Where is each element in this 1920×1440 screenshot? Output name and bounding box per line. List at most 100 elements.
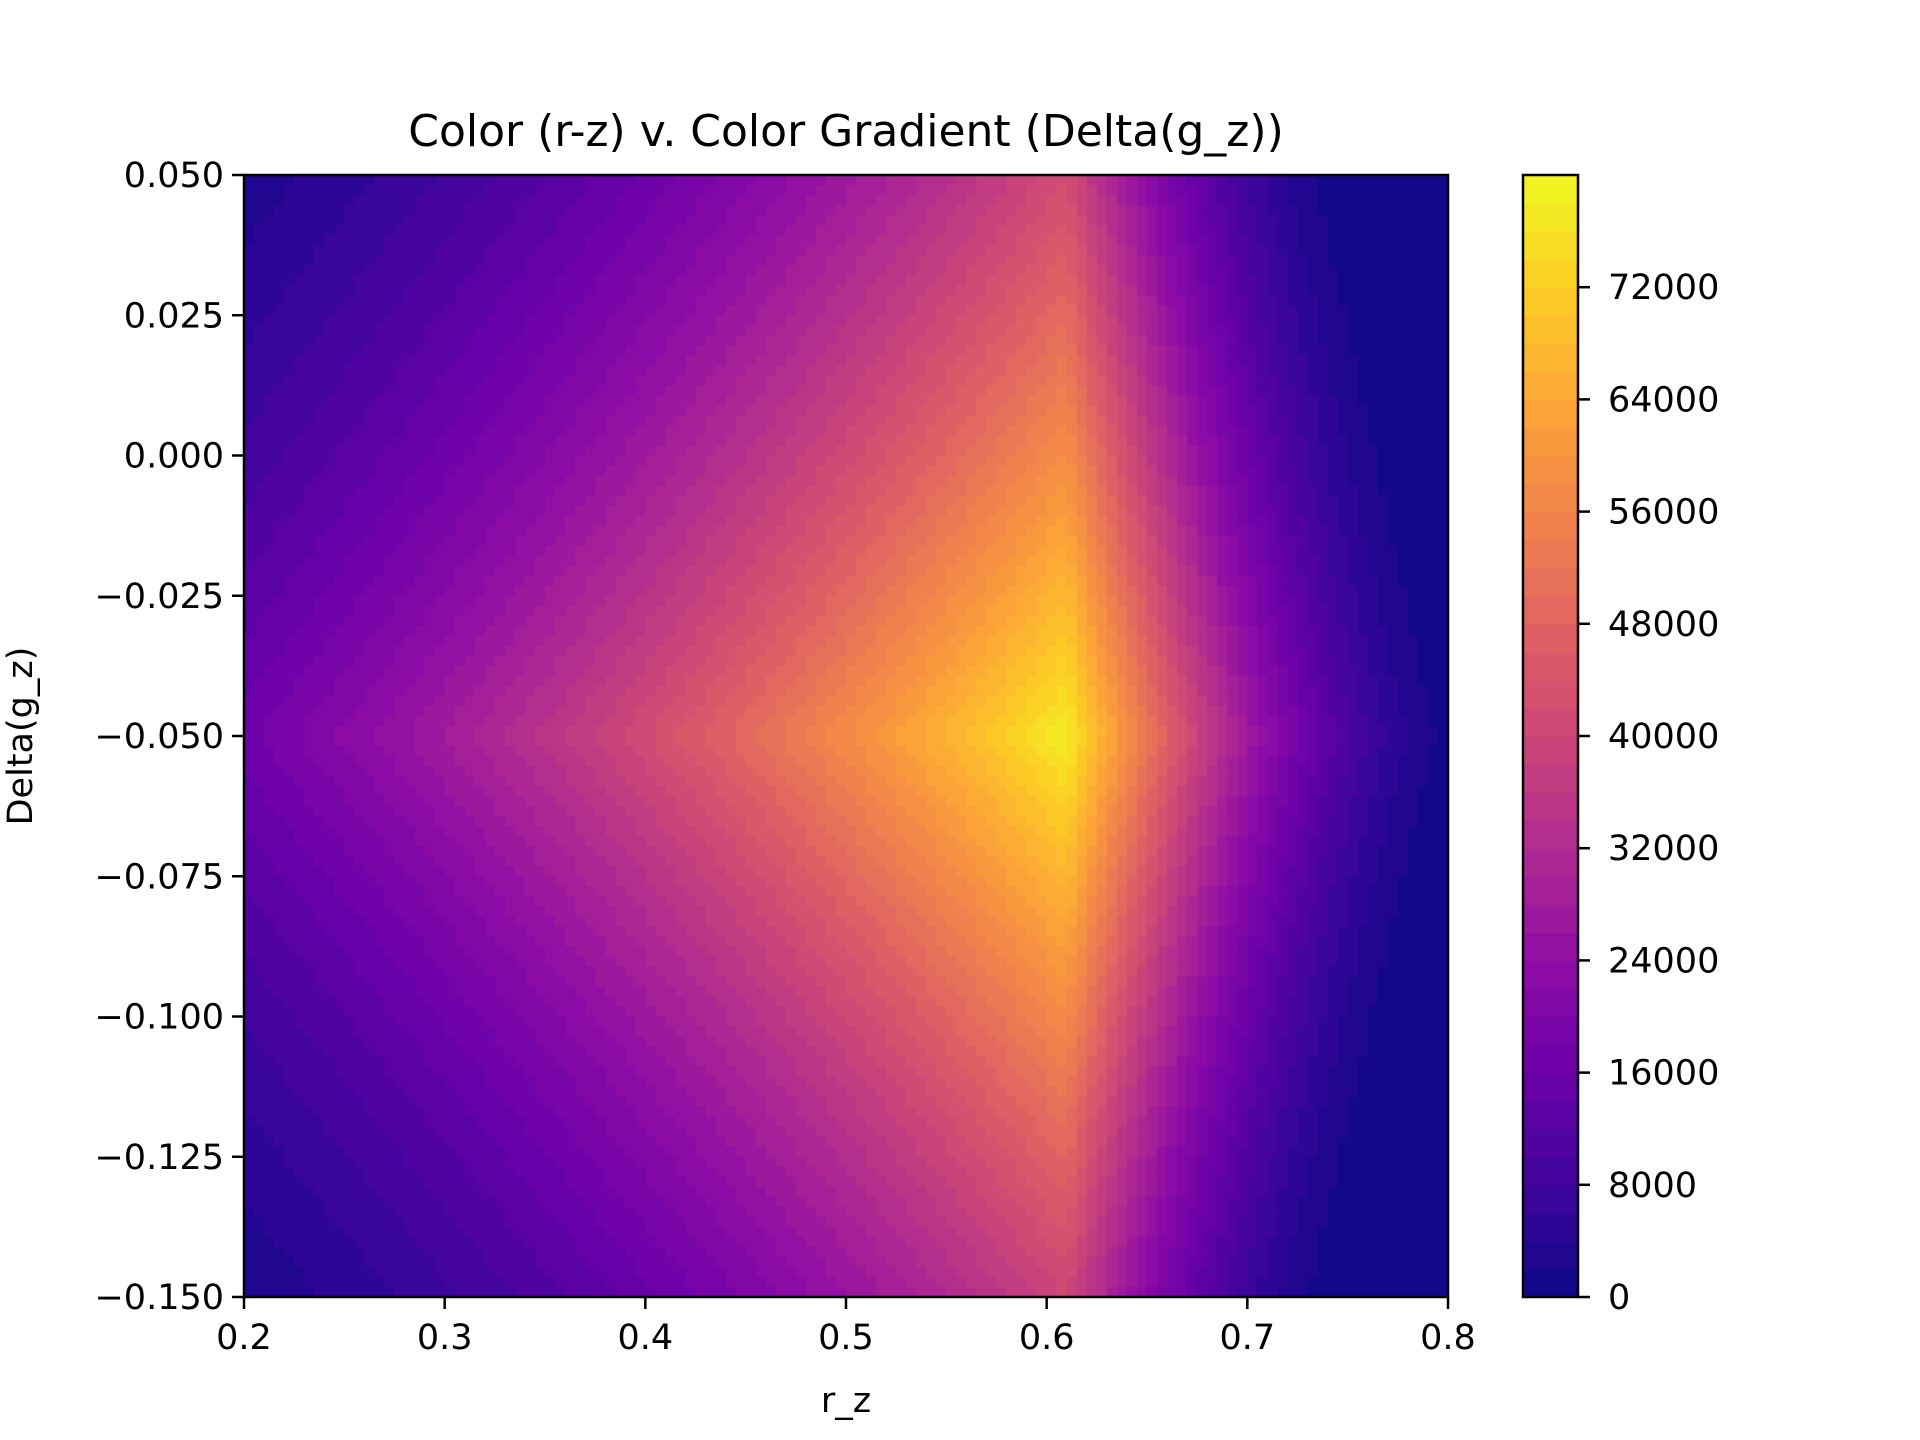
heatmap-cell xyxy=(404,295,416,307)
heatmap-cell xyxy=(1227,385,1239,397)
heatmap-cell xyxy=(494,505,506,517)
heatmap-cell xyxy=(1267,415,1279,427)
heatmap-cell xyxy=(1327,515,1339,527)
heatmap-cell xyxy=(1387,215,1399,226)
heatmap-cell xyxy=(1066,345,1078,357)
heatmap-cell xyxy=(284,185,295,196)
heatmap-cell xyxy=(715,515,727,527)
heatmap-cell xyxy=(274,195,285,206)
heatmap-cell xyxy=(795,415,807,427)
heatmap-cell xyxy=(394,505,406,517)
heatmap-cell xyxy=(1116,575,1128,587)
heatmap-cell xyxy=(1197,255,1208,266)
heatmap-cell xyxy=(1437,495,1448,507)
heatmap-cell xyxy=(585,365,596,377)
heatmap-cell xyxy=(1116,315,1128,327)
heatmap-cell xyxy=(1197,345,1208,357)
heatmap-cell xyxy=(815,555,827,567)
heatmap-cell xyxy=(1337,435,1349,447)
heatmap-cell xyxy=(404,545,416,557)
heatmap-cell xyxy=(585,195,596,206)
heatmap-cell xyxy=(284,445,295,457)
heatmap-cell xyxy=(1387,305,1399,317)
heatmap-cell xyxy=(846,205,857,216)
heatmap-cell xyxy=(675,365,687,377)
heatmap-cell xyxy=(1136,475,1148,487)
heatmap-cell xyxy=(394,305,406,317)
heatmap-cell xyxy=(1147,475,1158,487)
heatmap-cell xyxy=(1056,225,1068,236)
heatmap-cell xyxy=(1006,205,1018,216)
heatmap-cell xyxy=(1317,175,1329,186)
heatmap-cell xyxy=(354,355,366,367)
heatmap-cell xyxy=(364,305,376,317)
heatmap-cell xyxy=(1167,435,1178,447)
heatmap-cell xyxy=(284,375,295,387)
heatmap-cell xyxy=(1357,425,1369,437)
heatmap-cell xyxy=(1046,205,1058,216)
heatmap-cell xyxy=(1167,265,1178,276)
heatmap-cell xyxy=(444,195,456,206)
heatmap-cell xyxy=(595,295,606,307)
heatmap-cell xyxy=(1247,565,1259,577)
heatmap-cell xyxy=(1187,515,1198,527)
heatmap-cell xyxy=(1056,565,1068,577)
heatmap-cell xyxy=(1157,185,1168,196)
heatmap-cell xyxy=(1247,525,1259,537)
heatmap-cell xyxy=(1136,465,1148,477)
heatmap-cell xyxy=(1227,485,1239,497)
heatmap-cell xyxy=(926,505,938,517)
heatmap-cell xyxy=(655,385,667,397)
heatmap-cell xyxy=(1086,325,1098,337)
heatmap-cell xyxy=(1086,345,1098,357)
heatmap-cell xyxy=(575,265,586,276)
heatmap-cell xyxy=(866,335,877,347)
heatmap-cell xyxy=(1147,375,1158,387)
heatmap-cell xyxy=(1026,435,1038,447)
heatmap-cell xyxy=(464,575,476,587)
heatmap-cell xyxy=(625,255,637,266)
heatmap-cell xyxy=(524,175,536,186)
heatmap-cell xyxy=(715,525,727,537)
heatmap-cell xyxy=(494,265,506,276)
heatmap-cell xyxy=(1367,185,1379,196)
heatmap-cell xyxy=(1116,295,1128,307)
heatmap-cell xyxy=(635,255,647,266)
heatmap-cell xyxy=(555,545,566,557)
heatmap-cell xyxy=(374,305,386,317)
heatmap-cell xyxy=(986,475,998,487)
heatmap-cell xyxy=(846,465,857,477)
heatmap-cell xyxy=(1387,355,1399,367)
heatmap-cell xyxy=(404,465,416,477)
heatmap-cell xyxy=(1167,295,1178,307)
heatmap-cell xyxy=(1217,415,1229,427)
heatmap-cell xyxy=(394,475,406,487)
heatmap-cell xyxy=(685,405,697,417)
heatmap-cell xyxy=(534,425,546,437)
heatmap-cell xyxy=(494,565,506,577)
heatmap-cell xyxy=(695,185,707,196)
heatmap-cell xyxy=(1116,355,1128,367)
heatmap-cell xyxy=(986,465,998,477)
heatmap-cell xyxy=(715,335,727,347)
heatmap-cell xyxy=(1257,365,1269,377)
heatmap-cell xyxy=(324,325,336,337)
heatmap-cell xyxy=(484,435,496,447)
heatmap-cell xyxy=(1277,535,1289,547)
heatmap-cell xyxy=(264,435,275,447)
heatmap-cell xyxy=(825,305,837,317)
heatmap-cell xyxy=(886,255,897,266)
heatmap-cell xyxy=(1417,505,1429,517)
heatmap-cell xyxy=(534,585,546,597)
heatmap-cell xyxy=(1177,175,1188,186)
heatmap-cell xyxy=(444,315,456,327)
heatmap-cell xyxy=(1026,265,1038,276)
heatmap-cell xyxy=(595,505,606,517)
heatmap-cell xyxy=(1026,385,1038,397)
heatmap-cell xyxy=(1367,515,1379,527)
heatmap-cell xyxy=(835,205,847,216)
heatmap-cell xyxy=(324,535,336,547)
heatmap-cell xyxy=(565,445,576,457)
heatmap-cell xyxy=(1086,545,1098,557)
heatmap-cell xyxy=(1006,265,1018,276)
